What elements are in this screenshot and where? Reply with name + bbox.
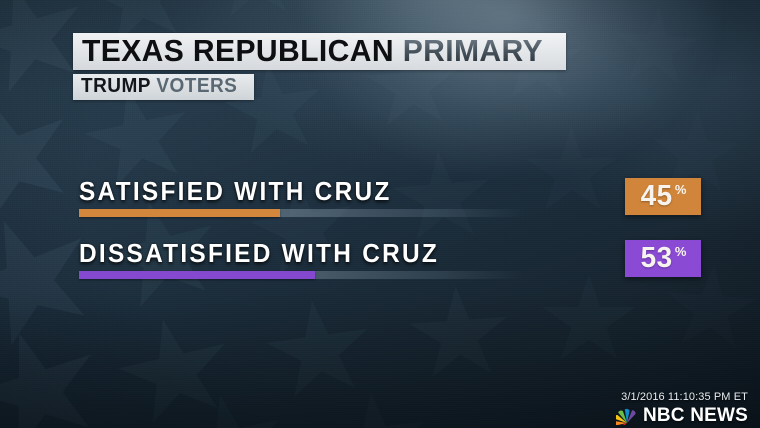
result-label: DISSATISFIED WITH CRUZ	[79, 238, 440, 268]
result-bar-track	[79, 209, 525, 217]
subtitle-secondary-text: VOTERS	[156, 75, 238, 98]
title-secondary-text: PRIMARY	[402, 33, 543, 68]
timestamp: 3/1/2016 11:10:35 PM ET	[621, 391, 748, 403]
result-bar-fill	[79, 271, 316, 279]
title-primary-text: TEXAS REPUBLICAN	[82, 33, 394, 68]
result-bar-track	[79, 271, 525, 279]
nbc-peacock-icon	[615, 408, 636, 425]
result-bar-fill	[79, 209, 280, 217]
result-row-dissatisfied: DISSATISFIED WITH CRUZ 53 %	[79, 238, 701, 279]
page-subtitle: TRUMP VOTERS	[81, 75, 237, 98]
subtitle-primary-text: TRUMP	[81, 75, 151, 98]
result-value-badge: 45 %	[625, 178, 701, 215]
page-title: TEXAS REPUBLICAN PRIMARY	[82, 34, 543, 67]
nbc-news-wordmark: NBC NEWS	[642, 405, 748, 426]
percent-symbol: %	[674, 244, 687, 259]
subtitle-block: TRUMP VOTERS	[73, 74, 566, 101]
subtitle-bar: TRUMP VOTERS	[73, 74, 254, 101]
result-value-badge: 53 %	[625, 240, 701, 277]
percent-symbol: %	[674, 182, 687, 197]
result-row-satisfied: SATISFIED WITH CRUZ 45 %	[79, 176, 701, 217]
result-value-number: 45	[640, 180, 673, 212]
title-block: TEXAS REPUBLICAN PRIMARY TRUMP VOTERS	[73, 33, 567, 101]
title-bar: TEXAS REPUBLICAN PRIMARY	[73, 33, 567, 71]
nbc-news-logo: NBC NEWS	[615, 405, 748, 426]
result-label: SATISFIED WITH CRUZ	[79, 176, 392, 206]
result-value-number: 53	[640, 242, 673, 274]
